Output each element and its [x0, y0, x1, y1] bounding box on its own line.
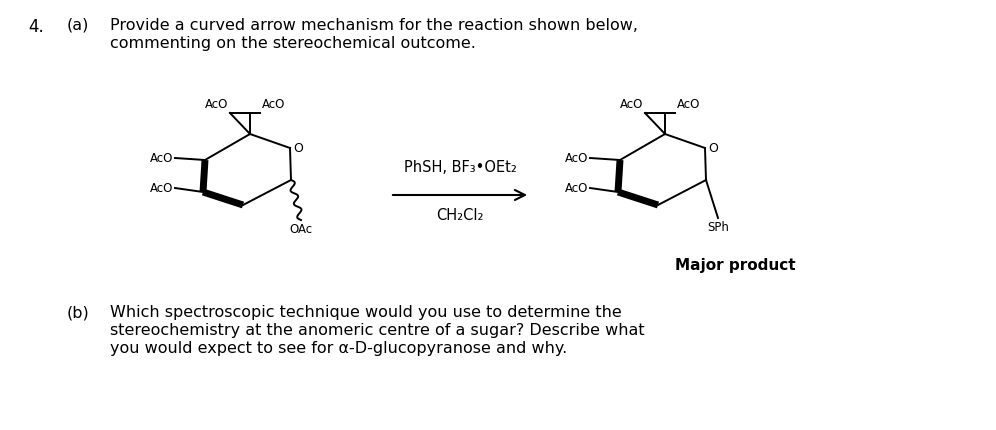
Text: Provide a curved arrow mechanism for the reaction shown below,: Provide a curved arrow mechanism for the… [110, 18, 638, 33]
Text: PhSH, BF₃•OEt₂: PhSH, BF₃•OEt₂ [403, 160, 517, 175]
Text: Which spectroscopic technique would you use to determine the: Which spectroscopic technique would you … [110, 305, 622, 320]
Text: AcO: AcO [149, 181, 173, 194]
Text: AcO: AcO [149, 151, 173, 165]
Text: AcO: AcO [565, 151, 588, 165]
Text: commenting on the stereochemical outcome.: commenting on the stereochemical outcome… [110, 36, 476, 51]
Text: stereochemistry at the anomeric centre of a sugar? Describe what: stereochemistry at the anomeric centre o… [110, 323, 644, 338]
Text: Major product: Major product [674, 258, 796, 273]
Text: (a): (a) [67, 18, 90, 33]
Text: O: O [293, 141, 303, 154]
Text: OAc: OAc [290, 223, 313, 236]
Text: (b): (b) [67, 305, 90, 320]
Text: AcO: AcO [204, 98, 228, 111]
Text: O: O [708, 141, 718, 154]
Text: you would expect to see for α-D-glucopyranose and why.: you would expect to see for α-D-glucopyr… [110, 341, 568, 356]
Text: AcO: AcO [565, 181, 588, 194]
Text: AcO: AcO [677, 98, 700, 111]
Text: 4.: 4. [28, 18, 44, 36]
Text: AcO: AcO [262, 98, 286, 111]
Text: SPh: SPh [707, 221, 729, 234]
Text: CH₂Cl₂: CH₂Cl₂ [436, 208, 484, 223]
Text: AcO: AcO [620, 98, 643, 111]
